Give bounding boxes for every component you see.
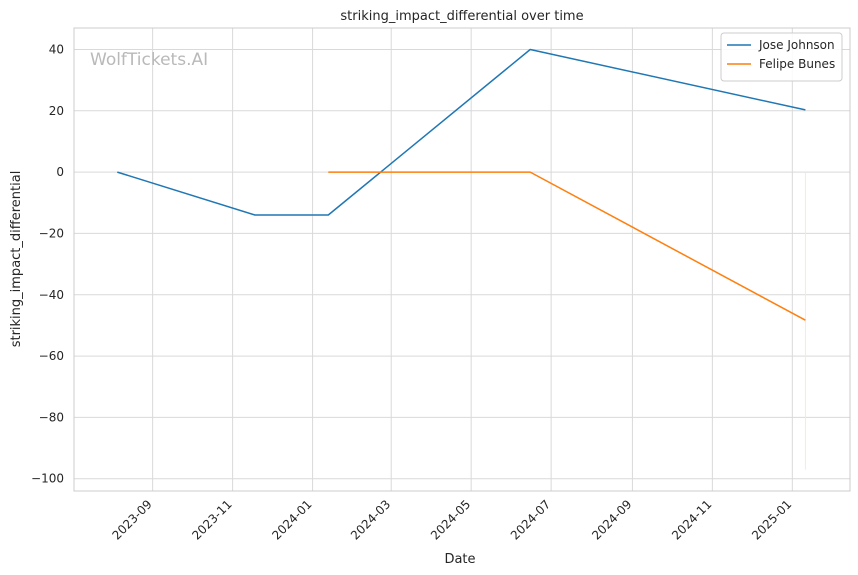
x-tick-label: 2024-01 [269, 497, 314, 542]
series-lines [117, 48, 806, 470]
y-axis-label: striking_impact_differential [9, 171, 24, 348]
x-tick-label: 2024-05 [428, 497, 473, 542]
legend: Jose Johnson Felipe Bunes [720, 32, 843, 82]
y-tick-label: −80 [39, 410, 64, 424]
y-tick-label: 20 [49, 104, 64, 118]
y-tick-label: 0 [56, 165, 64, 179]
series-line-0 [117, 48, 806, 216]
x-tick-label: 2023-11 [189, 497, 234, 542]
x-axis-label: Date [444, 552, 475, 567]
x-tick-label: 2024-09 [589, 497, 634, 542]
x-tick-label: 2025-01 [749, 497, 794, 542]
x-tick-label: 2023-09 [109, 497, 154, 542]
x-tick-label: 2024-03 [348, 497, 393, 542]
y-tick-label: 40 [49, 42, 64, 56]
x-tick-label: 2024-11 [669, 497, 714, 542]
x-tick-labels: 2023-09 2023-11 2024-01 2024-03 2024-05 2024-… [109, 497, 794, 542]
legend-label: Jose Johnson [758, 38, 835, 52]
plot-frame [73, 27, 851, 492]
y-tick-label: −40 [39, 288, 64, 302]
chart-title: striking_impact_differential over time [340, 9, 583, 24]
x-tick-label: 2024-07 [508, 497, 553, 542]
y-tick-label: −60 [39, 349, 64, 363]
watermark: WolfTickets.AI [90, 50, 208, 70]
y-tick-label: −20 [39, 226, 64, 240]
series-line-1 [328, 171, 806, 321]
grid-lines [74, 28, 850, 491]
legend-frame [720, 32, 843, 82]
y-tick-labels: 40 20 0 −20 −40 −60 −80 −100 [31, 42, 64, 485]
legend-label: Felipe Bunes [759, 57, 835, 71]
plot-background [74, 28, 850, 491]
y-tick-label: −100 [31, 472, 64, 486]
